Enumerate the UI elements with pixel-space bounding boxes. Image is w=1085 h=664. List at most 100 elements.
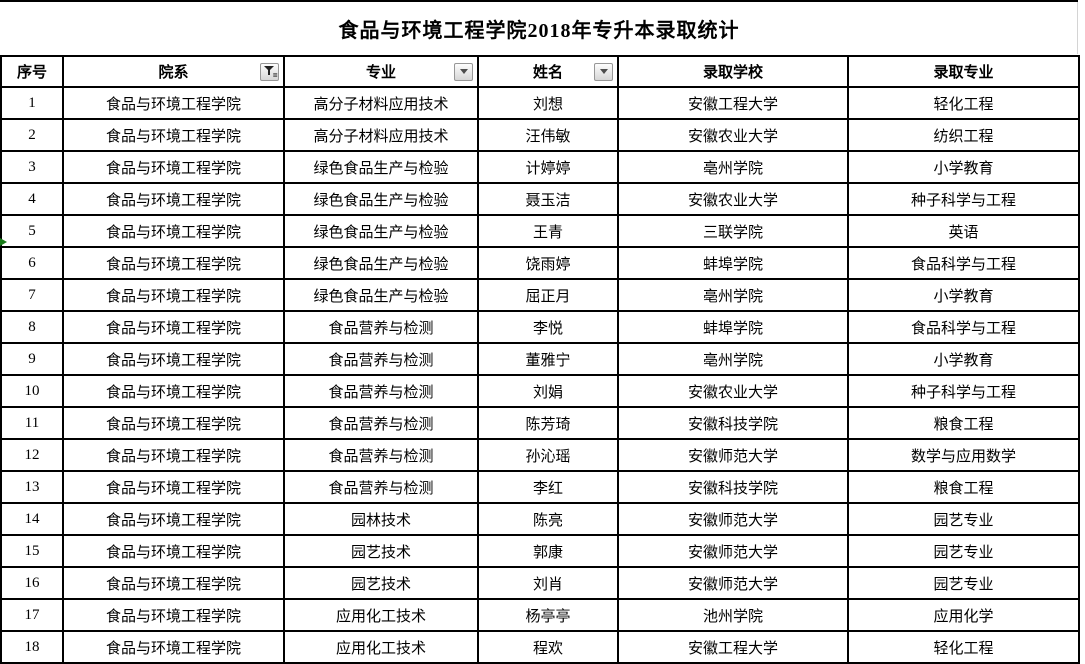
table-row: 11 食品与环境工程学院 食品营养与检测 陈芳琦 安徽科技学院 粮食工程 xyxy=(0,406,1080,440)
cell-name: 刘想 xyxy=(477,86,619,120)
cell-department: 食品与环境工程学院 xyxy=(62,342,285,376)
cell-index: 16 xyxy=(0,566,64,600)
cell-department: 食品与环境工程学院 xyxy=(62,534,285,568)
cell-admit_school: 安徽师范大学 xyxy=(617,534,849,568)
table-header-row: 序号 院系 = 专业 姓名 录取学校 录取专业 xyxy=(0,55,1080,88)
cell-major: 绿色食品生产与检验 xyxy=(283,246,479,280)
funnel-filter-icon: = xyxy=(263,65,278,80)
table-row: 2 食品与环境工程学院 高分子材料应用技术 汪伟敏 安徽农业大学 纺织工程 xyxy=(0,118,1080,152)
column-header-major: 专业 xyxy=(283,55,479,88)
cell-index: 13 xyxy=(0,470,64,504)
cell-department: 食品与环境工程学院 xyxy=(62,470,285,504)
chevron-down-icon xyxy=(599,69,608,74)
cell-name: 汪伟敏 xyxy=(477,118,619,152)
cell-name: 饶雨婷 xyxy=(477,246,619,280)
table-row: 10 食品与环境工程学院 食品营养与检测 刘娟 安徽农业大学 种子科学与工程 xyxy=(0,374,1080,408)
cell-admit_major: 粮食工程 xyxy=(847,470,1080,504)
cell-index: 1 xyxy=(0,86,64,120)
cell-index: 18 xyxy=(0,630,64,664)
column-header-admit_school: 录取学校 xyxy=(617,55,849,88)
cell-admit_school: 安徽农业大学 xyxy=(617,182,849,216)
cell-department: 食品与环境工程学院 xyxy=(62,118,285,152)
cell-name: 王青 xyxy=(477,214,619,248)
column-header-label: 序号 xyxy=(16,65,47,81)
filter-dropdown-button-name[interactable] xyxy=(594,62,613,81)
cell-major: 绿色食品生产与检验 xyxy=(283,150,479,184)
cell-admit_major: 粮食工程 xyxy=(847,406,1080,440)
cell-admit_major: 园艺专业 xyxy=(847,566,1080,600)
table-row: 15 食品与环境工程学院 园艺技术 郭康 安徽师范大学 园艺专业 xyxy=(0,534,1080,568)
cell-admit_major: 轻化工程 xyxy=(847,630,1080,664)
column-header-label: 院系 xyxy=(158,65,189,81)
cell-major: 食品营养与检测 xyxy=(283,310,479,344)
cell-name: 刘肖 xyxy=(477,566,619,600)
cell-department: 食品与环境工程学院 xyxy=(62,310,285,344)
cell-major: 园林技术 xyxy=(283,502,479,536)
cell-admit_major: 园艺专业 xyxy=(847,534,1080,568)
cell-major: 食品营养与检测 xyxy=(283,470,479,504)
cell-department: 食品与环境工程学院 xyxy=(62,278,285,312)
cell-admit_major: 小学教育 xyxy=(847,342,1080,376)
cell-major: 食品营养与检测 xyxy=(283,342,479,376)
cell-major: 食品营养与检测 xyxy=(283,438,479,472)
cell-department: 食品与环境工程学院 xyxy=(62,246,285,280)
table-row: 6 食品与环境工程学院 绿色食品生产与检验 饶雨婷 蚌埠学院 食品科学与工程 xyxy=(0,246,1080,280)
cell-name: 李悦 xyxy=(477,310,619,344)
cell-major: 应用化工技术 xyxy=(283,598,479,632)
cell-name: 聂玉洁 xyxy=(477,182,619,216)
table-row: 17 食品与环境工程学院 应用化工技术 杨亭亭 池州学院 应用化学 xyxy=(0,598,1080,632)
column-header-index: 序号 xyxy=(0,55,64,88)
cell-admit_school: 安徽师范大学 xyxy=(617,502,849,536)
column-header-admit_major: 录取专业 xyxy=(847,55,1080,88)
admission-table: 序号 院系 = 专业 姓名 录取学校 录取专业 1 食品与环境工程学院 高分子材料应用技术 刘想安… xyxy=(0,55,1080,664)
cell-admit_school: 蚌埠学院 xyxy=(617,310,849,344)
gridline xyxy=(1077,2,1078,54)
cell-admit_major: 食品科学与工程 xyxy=(847,310,1080,344)
cell-major: 绿色食品生产与检验 xyxy=(283,278,479,312)
table-row: 16 食品与环境工程学院 园艺技术 刘肖 安徽师范大学 园艺专业 xyxy=(0,566,1080,600)
table-row: 12 食品与环境工程学院 食品营养与检测 孙沁瑶 安徽师范大学 数学与应用数学 xyxy=(0,438,1080,472)
table-row: 9 食品与环境工程学院 食品营养与检测 董雅宁 亳州学院 小学教育 xyxy=(0,342,1080,376)
chevron-down-icon xyxy=(459,69,468,74)
cell-department: 食品与环境工程学院 xyxy=(62,86,285,120)
cell-major: 高分子材料应用技术 xyxy=(283,86,479,120)
column-header-label: 姓名 xyxy=(532,65,563,81)
cell-admit_major: 纺织工程 xyxy=(847,118,1080,152)
cell-department: 食品与环境工程学院 xyxy=(62,374,285,408)
cell-index: 11 xyxy=(0,406,64,440)
filter-dropdown-button-major[interactable] xyxy=(454,62,473,81)
cell-index: 7 xyxy=(0,278,64,312)
cell-admit_major: 园艺专业 xyxy=(847,502,1080,536)
cell-department: 食品与环境工程学院 xyxy=(62,566,285,600)
cell-admit_school: 亳州学院 xyxy=(617,150,849,184)
cell-name: 陈芳琦 xyxy=(477,406,619,440)
table-row: 5 食品与环境工程学院 绿色食品生产与检验 王青 三联学院 英语 xyxy=(0,214,1080,248)
cell-admit_major: 食品科学与工程 xyxy=(847,246,1080,280)
cell-admit_school: 亳州学院 xyxy=(617,278,849,312)
cell-admit_major: 应用化学 xyxy=(847,598,1080,632)
cell-name: 孙沁瑶 xyxy=(477,438,619,472)
cell-index: 4 xyxy=(0,182,64,216)
cell-index: 14 xyxy=(0,502,64,536)
cell-name: 计婷婷 xyxy=(477,150,619,184)
cell-admit_school: 安徽师范大学 xyxy=(617,438,849,472)
cell-admit_school: 安徽师范大学 xyxy=(617,566,849,600)
cell-admit_school: 蚌埠学院 xyxy=(617,246,849,280)
table-row: 4 食品与环境工程学院 绿色食品生产与检验 聂玉洁 安徽农业大学 种子科学与工程 xyxy=(0,182,1080,216)
table-row: 1 食品与环境工程学院 高分子材料应用技术 刘想 安徽工程大学 轻化工程 xyxy=(0,86,1080,120)
filter-applied-button-department[interactable]: = xyxy=(260,62,279,81)
cell-department: 食品与环境工程学院 xyxy=(62,182,285,216)
table-row: 8 食品与环境工程学院 食品营养与检测 李悦 蚌埠学院 食品科学与工程 xyxy=(0,310,1080,344)
cell-name: 陈亮 xyxy=(477,502,619,536)
cell-major: 应用化工技术 xyxy=(283,630,479,664)
table-row: 3 食品与环境工程学院 绿色食品生产与检验 计婷婷 亳州学院 小学教育 xyxy=(0,150,1080,184)
cell-major: 绿色食品生产与检验 xyxy=(283,182,479,216)
cell-department: 食品与环境工程学院 xyxy=(62,438,285,472)
cell-name: 程欢 xyxy=(477,630,619,664)
cell-admit_school: 安徽科技学院 xyxy=(617,406,849,440)
green-flag-marker xyxy=(0,238,7,246)
cell-index: 6 xyxy=(0,246,64,280)
cell-index: 9 xyxy=(0,342,64,376)
cell-major: 高分子材料应用技术 xyxy=(283,118,479,152)
